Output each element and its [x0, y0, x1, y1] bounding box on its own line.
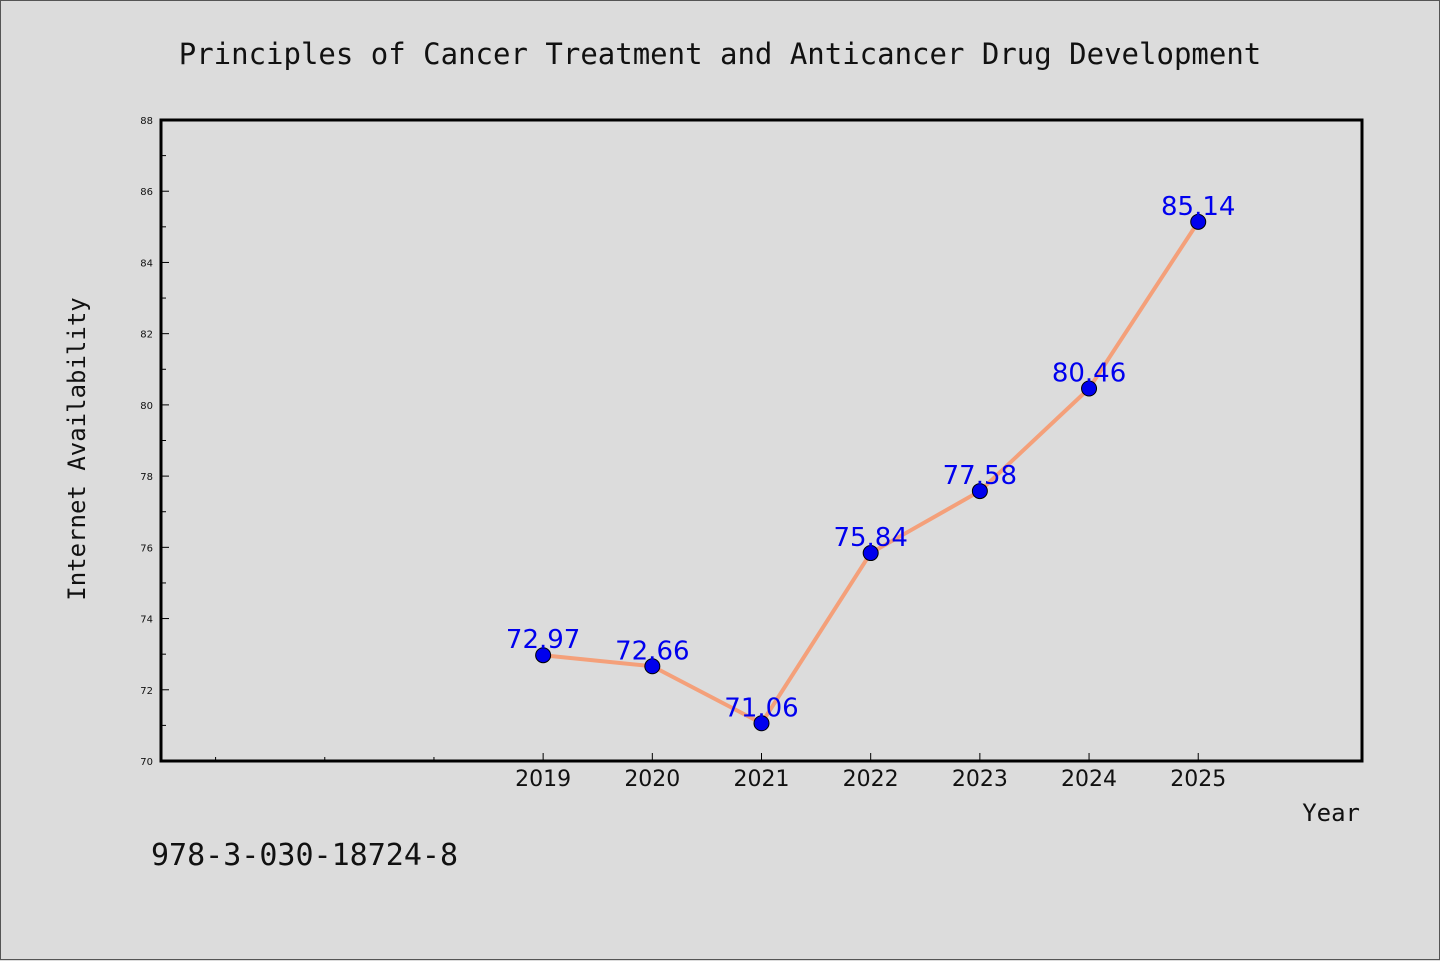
y-tick-label: 72	[140, 686, 153, 697]
data-point	[1081, 380, 1098, 397]
y-tick-label: 70	[140, 757, 153, 768]
y-tick-label: 78	[140, 472, 153, 483]
data-point	[753, 715, 770, 732]
y-tick-label: 76	[140, 543, 153, 554]
x-tick-label: 2025	[1170, 767, 1226, 792]
data-labels: 72.97 72.66 71.06 75.84 77.58 80.46 85.14	[506, 192, 1236, 723]
x-axis: 2019 2020 2021 2022 2023 2024 2025	[215, 753, 1226, 792]
x-tick-label: 2021	[734, 767, 790, 792]
y-tick-label: 80	[140, 401, 153, 412]
y-tick-label: 82	[140, 330, 153, 341]
x-tick-label: 2024	[1061, 767, 1117, 792]
data-points	[535, 213, 1207, 732]
y-tick-label: 86	[140, 187, 153, 198]
x-tick-label: 2020	[624, 767, 680, 792]
y-axis-label: Internet Availability	[63, 297, 91, 600]
data-label: 80.46	[1052, 359, 1126, 389]
y-tick-label: 84	[140, 258, 153, 269]
y-axis: 70 72 74 76 78 80 82 84 86 88	[140, 116, 169, 768]
data-point	[644, 658, 661, 675]
y-tick-label: 88	[140, 116, 153, 127]
x-axis-label: Year	[1302, 799, 1360, 827]
data-label: 85.14	[1161, 192, 1235, 222]
data-label: 77.58	[943, 461, 1017, 491]
data-point	[862, 545, 879, 562]
data-label: 72.66	[615, 636, 689, 666]
data-label: 75.84	[833, 523, 907, 553]
y-tick-label: 74	[140, 615, 153, 626]
x-tick-label: 2022	[843, 767, 899, 792]
isbn-text: 978-3-030-18724-8	[151, 838, 458, 873]
data-point	[1190, 213, 1207, 230]
x-tick-label: 2019	[515, 767, 571, 792]
x-tick-label: 2023	[952, 767, 1008, 792]
data-label: 71.06	[724, 693, 798, 723]
data-label: 72.97	[506, 625, 580, 655]
chart-title: Principles of Cancer Treatment and Antic…	[179, 37, 1262, 71]
data-point	[971, 483, 988, 500]
data-point	[535, 647, 552, 664]
